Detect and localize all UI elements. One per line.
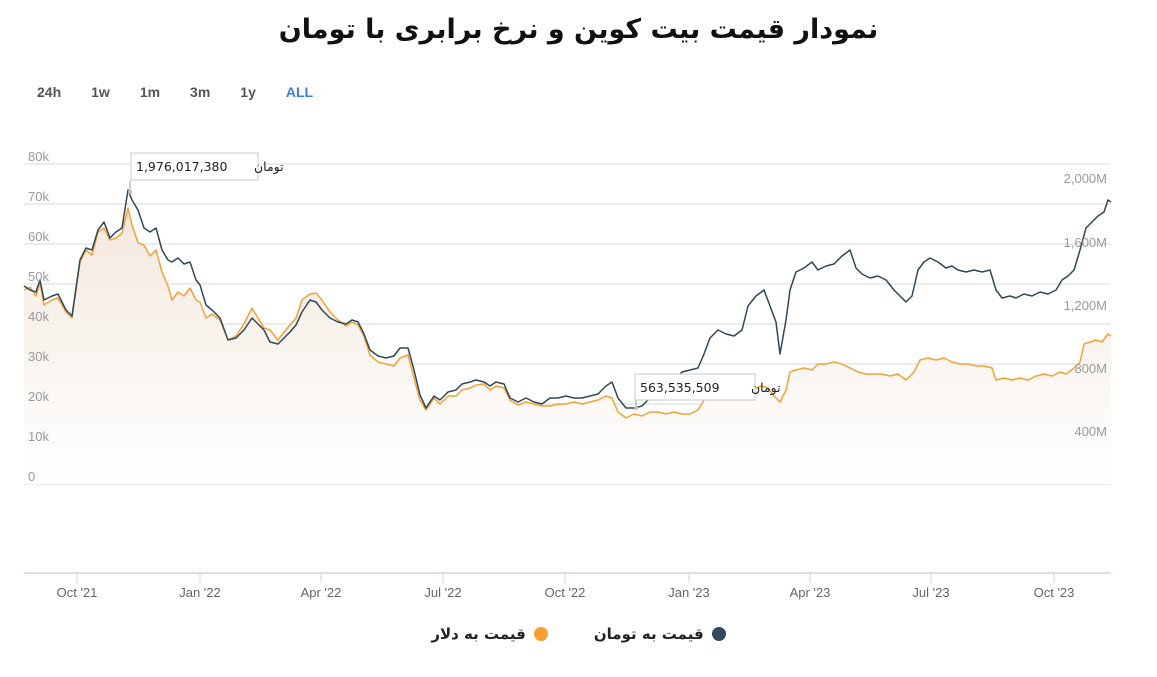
legend-item-toman[interactable]: قیمت به تومان	[594, 625, 726, 643]
y-axis-left: 80k 70k 60k 50k 40k 30k 20k 10k 0	[28, 149, 49, 484]
toman-price-line	[23, 189, 1112, 409]
max-annotation: 1,976,017,380 تومان	[128, 152, 284, 194]
range-all-button[interactable]: ALL	[279, 82, 320, 102]
y-axis-right: 2,000M 1,600M 1,200M 800M 400M	[1064, 171, 1107, 439]
range-1w-button[interactable]: 1w	[84, 82, 117, 102]
legend-dot-usd-icon	[533, 627, 548, 641]
chart-legend: قیمت به تومان قیمت به دلار	[0, 625, 1157, 643]
min-annotation-value: 563,535,509	[640, 380, 720, 395]
y-left-tick: 20k	[28, 389, 49, 404]
usd-price-line	[23, 207, 1112, 419]
legend-dot-toman-icon	[711, 627, 726, 641]
x-tick: Apr '22	[301, 585, 342, 600]
y-left-tick: 50k	[28, 269, 49, 284]
x-tick: Jan '23	[668, 585, 710, 600]
x-tick: Oct '23	[1034, 585, 1075, 600]
y-left-tick: 60k	[28, 229, 49, 244]
y-right-tick: 2,000M	[1064, 171, 1107, 186]
y-left-tick: 10k	[28, 429, 49, 444]
min-annotation: 563,535,509 تومان	[634, 373, 781, 410]
y-left-tick: 80k	[28, 149, 49, 164]
range-1y-button[interactable]: 1y	[233, 82, 263, 102]
range-24h-button[interactable]: 24h	[30, 82, 68, 102]
range-3m-button[interactable]: 3m	[183, 82, 217, 102]
x-axis: Oct '21 Jan '22 Apr '22 Jul '22 Oct '22 …	[24, 572, 1111, 600]
y-left-tick: 40k	[28, 309, 49, 324]
max-annotation-value: 1,976,017,380	[136, 159, 227, 174]
y-right-tick: 1,200M	[1064, 298, 1107, 313]
usd-area-fill	[24, 208, 1111, 484]
y-left-tick: 0	[28, 469, 35, 484]
y-right-tick: 400M	[1074, 424, 1107, 439]
x-tick: Jan '22	[179, 585, 221, 600]
range-1m-button[interactable]: 1m	[133, 82, 167, 102]
x-tick: Oct '22	[545, 585, 586, 600]
legend-item-usd[interactable]: قیمت به دلار	[431, 625, 548, 643]
range-selector: 24h 1w 1m 3m 1y ALL	[30, 82, 336, 102]
x-tick: Oct '21	[57, 585, 98, 600]
max-annotation-unit: تومان	[254, 159, 284, 175]
x-tick: Apr '23	[790, 585, 831, 600]
min-annotation-unit: تومان	[751, 380, 781, 396]
y-left-tick: 70k	[28, 189, 49, 204]
chart-title: نمودار قیمت بیت کوین و نرخ برابری با توم…	[278, 14, 879, 45]
x-tick: Jul '23	[912, 585, 949, 600]
legend-label-usd: قیمت به دلار	[431, 625, 526, 643]
x-tick: Jul '22	[424, 585, 461, 600]
y-left-tick: 30k	[28, 349, 49, 364]
y-right-tick: 1,600M	[1064, 235, 1107, 250]
legend-label-toman: قیمت به تومان	[593, 625, 704, 643]
y-right-tick: 800M	[1074, 361, 1107, 376]
